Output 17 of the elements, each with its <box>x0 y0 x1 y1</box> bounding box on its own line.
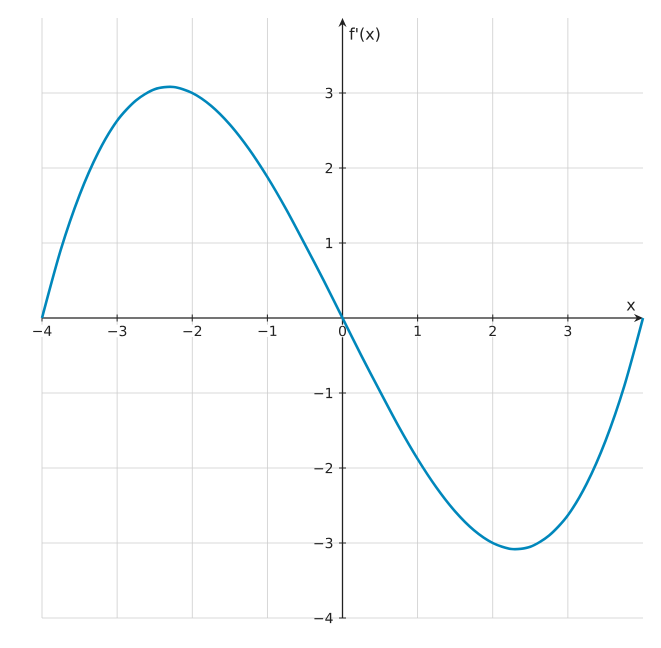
x-tick-label: −1 <box>258 326 276 336</box>
x-tick-label: 1 <box>414 326 421 336</box>
y-tick-label: 1 <box>326 238 332 248</box>
y-tick-label: −2 <box>314 462 332 474</box>
y-tick-label: −4 <box>314 612 333 624</box>
x-tick-label: −2 <box>183 326 202 336</box>
x-tick-label: 0 <box>338 326 346 336</box>
y-tick-label: 2 <box>326 162 332 174</box>
x-axis-title: x <box>626 302 636 310</box>
y-axis-title: f'(x) <box>349 28 380 42</box>
y-tick-label: −1 <box>314 388 332 398</box>
y-tick-label: 3 <box>326 88 332 98</box>
y-tick-label: −3 <box>314 538 332 548</box>
x-tick-label: 3 <box>564 326 572 336</box>
x-tick-label: −3 <box>108 326 126 336</box>
x-tick-label: −4 <box>33 326 52 336</box>
x-tick-label: 2 <box>489 326 496 336</box>
